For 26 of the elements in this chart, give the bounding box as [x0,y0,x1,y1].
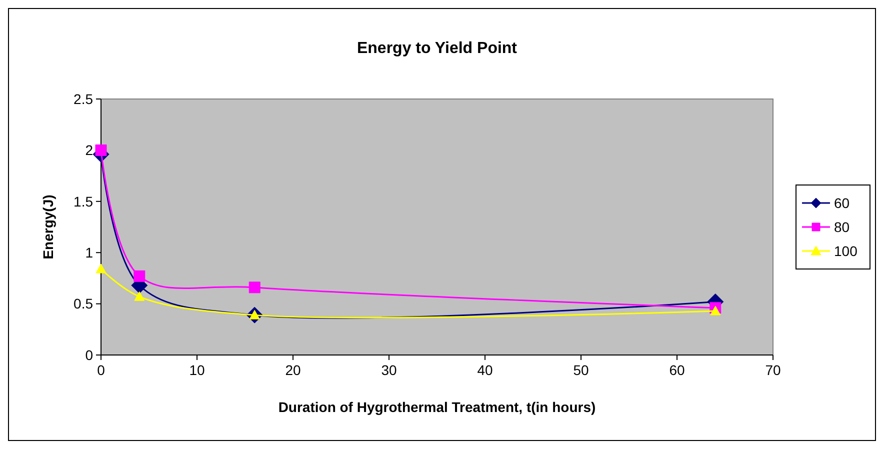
y-tick-label: 0 [85,346,94,363]
y-tick-label: 0.5 [74,296,94,312]
point [95,144,107,156]
x-tick-label: 60 [669,362,685,378]
legend-label: 60 [834,194,850,211]
point [134,291,145,301]
x-tick-label: 30 [381,362,397,378]
point [248,282,260,294]
x-axis-title: Duration of Hygrothermal Treatment, t(in hours) [278,399,596,415]
x-tick-label: 70 [765,362,781,378]
x-tick-label: 20 [285,362,301,378]
point [710,306,721,316]
chart-title: Energy to Yield Point [356,40,518,57]
legend-label: 100 [834,242,858,259]
x-tick-label: 0 [97,362,106,378]
y-tick-label: 2 [85,142,94,158]
y-tick-label: 1.5 [74,193,94,210]
point [134,270,146,282]
y-axis-title: Energy(J) [40,194,56,260]
x-tick-label: 10 [189,362,205,378]
y-tick-label: 1 [85,244,94,260]
x-tick-label: 40 [477,362,493,378]
x-tick-label: 50 [573,362,589,378]
y-tick-label: 2.5 [74,90,94,107]
legend-label: 80 [834,218,850,235]
point [96,264,106,274]
